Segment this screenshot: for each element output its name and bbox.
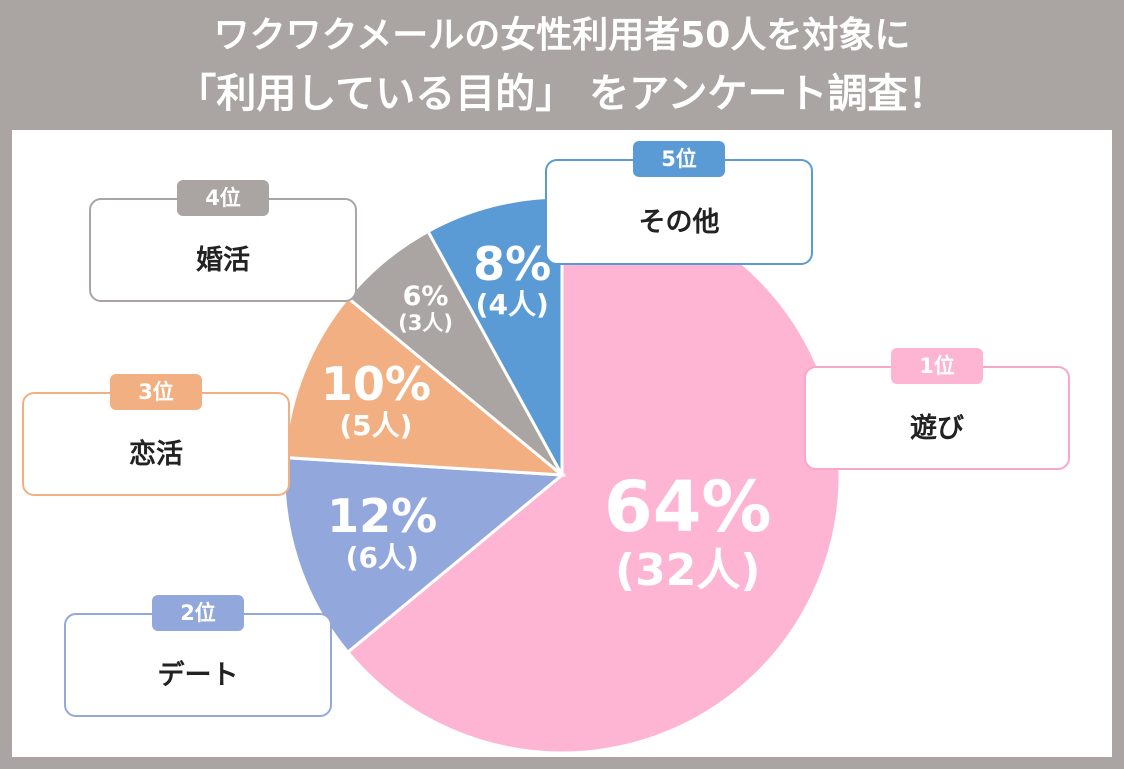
slice-count: (5人) xyxy=(339,408,413,442)
slice-percent: 12% xyxy=(327,489,438,544)
category-label: 婚活 xyxy=(196,245,250,276)
category-label: デート xyxy=(157,660,239,691)
category-label: 恋活 xyxy=(129,439,183,470)
chart-title: ワクワクメールの女性利用者50人を対象に 「利用している目的」 をアンケート調査… xyxy=(0,0,1124,130)
slice-count: (3人) xyxy=(398,311,453,336)
slice-label: 10% (5人) xyxy=(321,360,431,442)
slice-percent: 8% xyxy=(473,237,552,292)
rank-badge: 2位 xyxy=(152,595,244,631)
slice-label: 64% (32人) xyxy=(604,471,772,597)
slice-label: 12% (6人) xyxy=(327,492,437,574)
category-label: その他 xyxy=(638,207,720,238)
slice-percent: 10% xyxy=(320,357,431,412)
slice-label: 8% (4人) xyxy=(473,240,551,322)
rank-badge: 4位 xyxy=(177,180,269,216)
rank-badge: 1位 xyxy=(891,348,983,384)
slice-label: 6% (3人) xyxy=(398,281,453,337)
slice-count: (6人) xyxy=(345,540,419,574)
title-line-1: ワクワクメールの女性利用者50人を対象に xyxy=(213,15,911,56)
rank-badge: 3位 xyxy=(110,374,202,410)
slice-percent: 6% xyxy=(402,281,449,313)
title-line-2: 「利用している目的」 をアンケート調査！ xyxy=(176,71,948,117)
slice-count: (4人) xyxy=(475,288,549,322)
rank-badge: 5位 xyxy=(633,141,725,177)
slice-count: (32人) xyxy=(615,544,761,596)
slice-percent: 64% xyxy=(603,466,772,549)
category-label: 遊び xyxy=(910,413,964,444)
chart-panel: 64% (32人) 12% (6人) 10% (5人) 6% (3人) 8% (4人) 遊び 1位デ… xyxy=(12,130,1112,757)
